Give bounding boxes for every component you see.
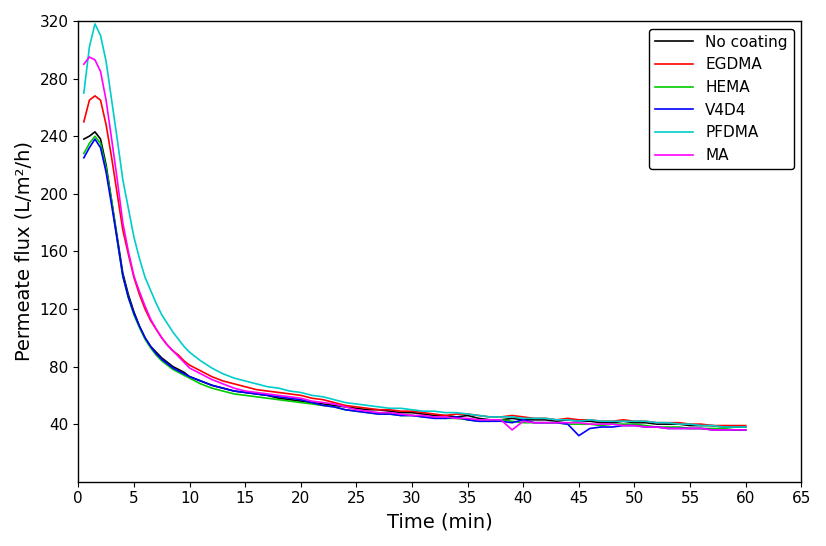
V4D4 xyxy=(407,412,417,419)
PFDMA xyxy=(407,406,417,413)
PFDMA xyxy=(719,424,729,430)
Line: EGDMA: EGDMA xyxy=(84,96,746,425)
No coating xyxy=(407,410,417,416)
MA xyxy=(407,412,417,419)
Line: No coating: No coating xyxy=(84,132,746,427)
V4D4 xyxy=(652,424,662,430)
X-axis label: Time (min): Time (min) xyxy=(387,512,492,531)
MA xyxy=(173,353,183,360)
HEMA xyxy=(741,426,751,433)
V4D4 xyxy=(135,323,145,329)
EGDMA xyxy=(218,378,228,384)
HEMA xyxy=(79,150,89,157)
MA xyxy=(218,381,228,387)
Line: MA: MA xyxy=(84,57,746,430)
HEMA xyxy=(135,324,145,331)
No coating xyxy=(173,366,183,373)
V4D4 xyxy=(218,385,228,391)
MA xyxy=(307,398,317,405)
PFDMA xyxy=(218,371,228,377)
EGDMA xyxy=(90,93,100,99)
PFDMA xyxy=(90,21,100,27)
MA xyxy=(507,426,517,433)
V4D4 xyxy=(90,136,100,143)
V4D4 xyxy=(741,426,751,433)
HEMA xyxy=(641,422,651,429)
V4D4 xyxy=(79,155,89,161)
PFDMA xyxy=(641,418,651,425)
HEMA xyxy=(407,412,417,419)
V4D4 xyxy=(173,367,183,374)
Y-axis label: Permeate flux (L/m²/h): Permeate flux (L/m²/h) xyxy=(15,141,34,361)
HEMA xyxy=(729,426,739,433)
HEMA xyxy=(218,388,228,394)
PFDMA xyxy=(79,90,89,96)
MA xyxy=(135,288,145,295)
HEMA xyxy=(307,401,317,407)
PFDMA xyxy=(135,256,145,262)
V4D4 xyxy=(307,399,317,406)
No coating xyxy=(90,129,100,135)
Line: V4D4: V4D4 xyxy=(84,139,746,436)
No coating xyxy=(218,385,228,391)
MA xyxy=(652,424,662,430)
HEMA xyxy=(90,133,100,139)
Line: HEMA: HEMA xyxy=(84,136,746,430)
EGDMA xyxy=(173,352,183,358)
PFDMA xyxy=(307,392,317,399)
PFDMA xyxy=(741,424,751,430)
EGDMA xyxy=(79,118,89,125)
No coating xyxy=(641,419,651,426)
Legend: No coating, EGDMA, HEMA, V4D4, PFDMA, MA: No coating, EGDMA, HEMA, V4D4, PFDMA, MA xyxy=(648,28,794,169)
EGDMA xyxy=(741,422,751,429)
EGDMA xyxy=(307,395,317,401)
MA xyxy=(84,54,94,60)
V4D4 xyxy=(574,432,584,439)
HEMA xyxy=(173,369,183,376)
No coating xyxy=(135,323,145,329)
EGDMA xyxy=(707,422,717,429)
No coating xyxy=(307,399,317,406)
EGDMA xyxy=(407,408,417,414)
EGDMA xyxy=(135,291,145,298)
EGDMA xyxy=(641,418,651,425)
MA xyxy=(79,61,89,68)
MA xyxy=(741,426,751,433)
No coating xyxy=(741,424,751,430)
Line: PFDMA: PFDMA xyxy=(84,24,746,427)
No coating xyxy=(719,424,729,430)
PFDMA xyxy=(173,336,183,342)
No coating xyxy=(79,136,89,143)
